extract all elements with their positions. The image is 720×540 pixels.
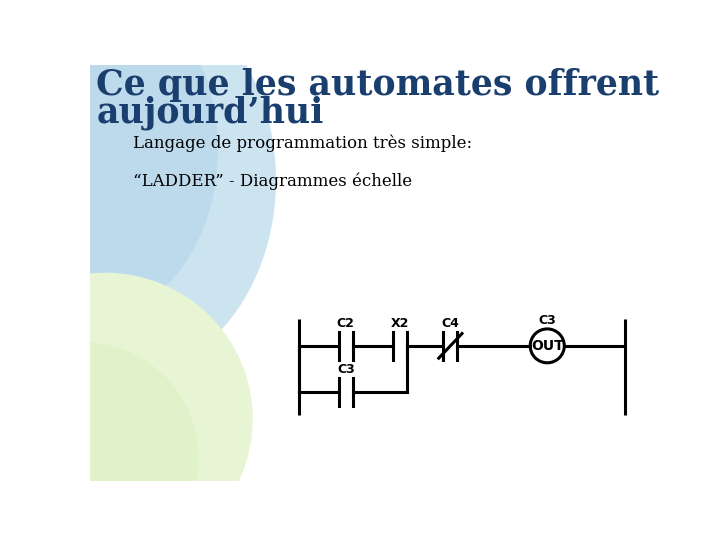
Ellipse shape <box>0 273 253 540</box>
Text: Langage de programmation très simple:: Langage de programmation très simple: <box>132 134 472 152</box>
Text: aujourd’hui: aujourd’hui <box>96 96 323 130</box>
Text: C2: C2 <box>337 316 355 330</box>
Text: C3: C3 <box>539 314 556 327</box>
Ellipse shape <box>0 0 276 381</box>
Text: Ce que les automates offrent: Ce que les automates offrent <box>96 68 660 102</box>
Text: “LADDER” - Diagrammes échelle: “LADDER” - Diagrammes échelle <box>132 173 412 190</box>
Ellipse shape <box>0 0 218 315</box>
Ellipse shape <box>0 342 199 540</box>
Text: C3: C3 <box>337 363 355 376</box>
Text: X2: X2 <box>391 316 409 330</box>
Text: C4: C4 <box>441 316 459 330</box>
Text: OUT: OUT <box>531 339 564 353</box>
